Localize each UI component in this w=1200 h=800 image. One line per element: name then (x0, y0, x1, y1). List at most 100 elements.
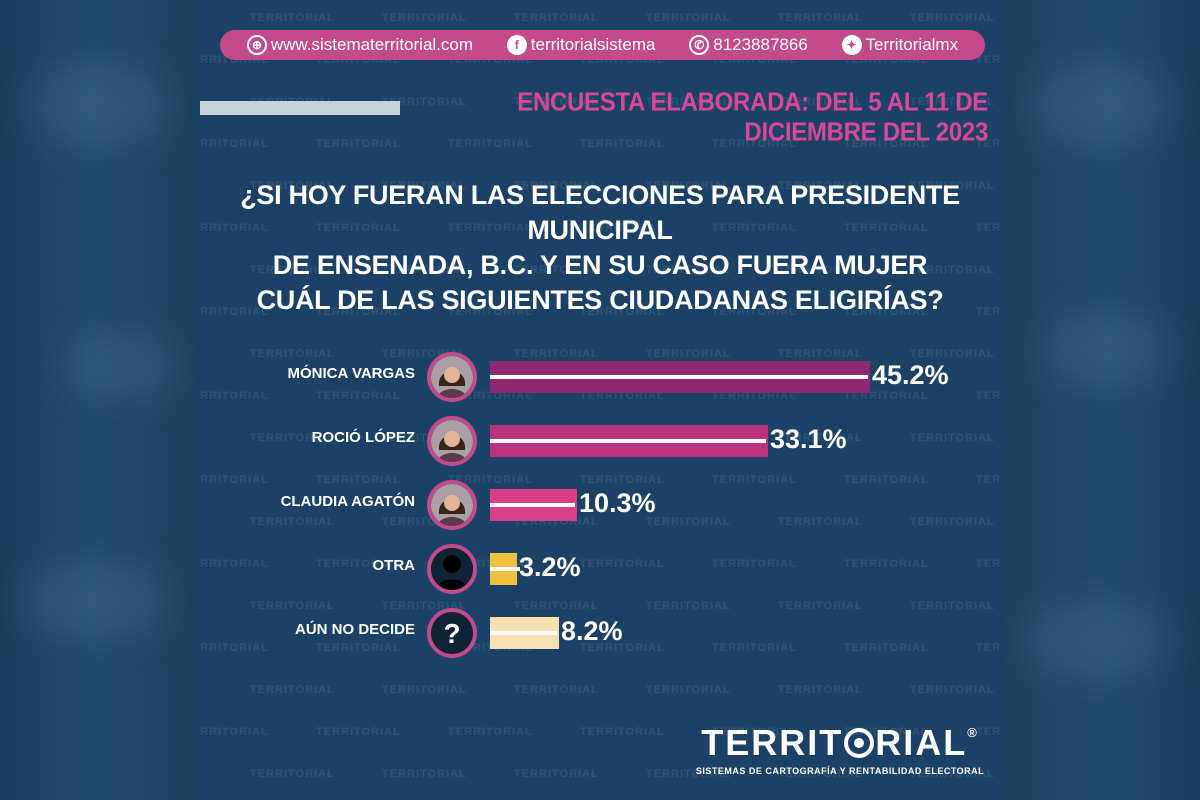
watermark-text: TERRITORIAL (514, 180, 599, 192)
data-label: 3.2% (519, 552, 581, 582)
territorial-logo: TERRIT RIAL® SISTEMAS DE CARTOGRAFÍA Y RE… (695, 722, 985, 776)
data-label: 45.2% (872, 360, 949, 390)
survey-date: ENCUESTA ELABORADA: DEL 5 AL 11 DE DICIE… (517, 87, 988, 148)
watermark-text: TERRITORIAL (778, 348, 863, 360)
watermark-text: TERRITORIAL (200, 222, 269, 234)
watermark-text: TERRITORIAL (200, 306, 269, 318)
decorative-stripe (200, 101, 400, 115)
logo-wordmark: TERRIT RIAL® (701, 722, 979, 763)
watermark-text: TERRITORIAL (200, 558, 269, 570)
contact-whatsapp[interactable]: ✆ 8123887866 (689, 35, 808, 55)
watermark-text: TERRITORIAL (580, 222, 665, 234)
watermark-text: TERRITORIAL (448, 222, 533, 234)
registered-mark: ® (967, 725, 979, 740)
watermark-text: TERRITORIAL (646, 768, 731, 780)
watermark-text: TERRITORIAL (712, 642, 797, 654)
data-label: 8.2% (561, 616, 623, 646)
category-label: CLAUDIA AGATÓN (280, 493, 415, 510)
contact-website[interactable]: ⊕ www.sistematerritorial.com (246, 35, 473, 55)
chart-row: AÚN NO DECIDE? 8.2% (200, 602, 1000, 662)
watermark-text: TERRITORIAL (580, 138, 665, 150)
question-mark-icon: ? (427, 608, 477, 658)
person-photo-icon (427, 480, 477, 530)
chart-row: OTRA 3.2% (200, 538, 1000, 598)
watermark-text: TERRITORIAL (778, 180, 863, 192)
category-label: ROCIÓ LÓPEZ (311, 429, 415, 446)
target-o-icon (844, 728, 875, 758)
watermark-text: TERRITORIAL (646, 12, 731, 24)
watermark-text: TERRITORIAL (200, 390, 269, 402)
contact-bar: ⊕ www.sistematerritorial.com f territori… (220, 30, 985, 60)
watermark-text: TERRITORIAL (200, 726, 269, 738)
watermark-text: TERRITORIAL (778, 96, 863, 108)
watermark-text: TERRITORIAL (778, 516, 863, 528)
category-label: MÓNICA VARGAS (287, 365, 416, 382)
data-label: 33.1% (770, 424, 847, 454)
watermark-text: TERRITORIAL (250, 180, 335, 192)
watermark-text: TERRITORIAL (646, 600, 731, 612)
watermark-text: TERRITORIAL (200, 642, 269, 654)
watermark-text: TERRITORIAL (910, 768, 995, 780)
watermark-text: TERRITORIAL (910, 348, 995, 360)
watermark-text: TERRITORIAL (778, 432, 863, 444)
bar-highlight-line (490, 503, 575, 507)
watermark-text: TERRITORIAL (382, 768, 467, 780)
watermark-text: TERRITORIAL (976, 726, 1000, 738)
watermark-text: TERRITORIAL (514, 348, 599, 360)
watermark-text: TERRITORIAL (382, 12, 467, 24)
watermark-text: TERRITORIAL (580, 726, 665, 738)
watermark-text: TERRITORIAL (382, 180, 467, 192)
whatsapp-text: 8123887866 (713, 35, 808, 54)
watermark-text: TERRITORIAL (514, 12, 599, 24)
watermark-text: TERRITORIAL (778, 768, 863, 780)
watermark-text: TERRITORIAL (200, 138, 269, 150)
watermark-text: TERRITORIAL (712, 306, 797, 318)
watermark-text: TERRITORIAL (250, 348, 335, 360)
watermark-text: TERRITORIAL (976, 474, 1000, 486)
watermark-text: TERRITORIAL (976, 138, 1000, 150)
watermark-text: TERRITORIAL (910, 180, 995, 192)
watermark-text: TERRITORIAL (250, 684, 335, 696)
watermark-text: TERRITORIAL (844, 642, 929, 654)
bar-track: 10.3% (490, 474, 990, 534)
watermark-text: TERRITORIAL (382, 96, 467, 108)
contact-facebook[interactable]: f territorialsistema (506, 35, 655, 55)
watermark-text: TERRITORIAL (514, 96, 599, 108)
watermark-text: TERRITORIAL (316, 474, 401, 486)
watermark-text: TERRITORIAL (712, 558, 797, 570)
watermark-text: TERRITORIAL (910, 600, 995, 612)
watermark-text: TERRITORIAL (778, 12, 863, 24)
watermark-text: TERRITORIAL (250, 264, 335, 276)
contact-twitter[interactable]: ✦ Territorialmx (841, 35, 958, 55)
watermark-text: TERRITORIAL (844, 474, 929, 486)
watermark-text: TERRITORIAL (316, 390, 401, 402)
watermark-text: TERRITORIAL (844, 306, 929, 318)
watermark-text: TERRITORIAL (316, 726, 401, 738)
watermark-text: TERRITORIAL (580, 474, 665, 486)
watermark-text: TERRITORIAL (712, 474, 797, 486)
watermark-text: TERRITORIAL (646, 180, 731, 192)
watermark-text: TERRITORIAL (514, 600, 599, 612)
watermark-text: TERRITORIAL (514, 264, 599, 276)
watermark-text: TERRITORIAL (976, 642, 1000, 654)
watermark-text: TERRITORIAL (910, 684, 995, 696)
blurred-background-left (0, 0, 200, 800)
watermark-text: TERRITORIAL (316, 306, 401, 318)
svg-text:?: ? (443, 618, 460, 649)
watermark-text: TERRITORIAL (514, 768, 599, 780)
blurred-background-right (1000, 0, 1200, 800)
watermark-text: TERRITORIAL (448, 138, 533, 150)
watermark-text: TERRITORIAL (250, 516, 335, 528)
bar-track: 33.1% (490, 410, 990, 470)
watermark-text: TERRITORIAL (316, 222, 401, 234)
watermark-text: TERRITORIAL (580, 642, 665, 654)
question-line-3: CUÁL DE LAS SIGUIENTES CIUDADANAS ELIGIR… (256, 285, 944, 315)
bar-highlight-line (490, 567, 520, 571)
watermark-text: TERRITORIAL (844, 138, 929, 150)
bar-track: 45.2% (490, 346, 990, 406)
watermark-text: TERRITORIAL (448, 474, 533, 486)
poll-infographic: TERRITORIAL TERRITORIAL TERRITORIAL TERRITO… (200, 0, 1000, 800)
watermark-text: TERRITORIAL (778, 264, 863, 276)
watermark-text: TERRITORIAL (976, 390, 1000, 402)
watermark-text: TERRITORIAL (844, 558, 929, 570)
